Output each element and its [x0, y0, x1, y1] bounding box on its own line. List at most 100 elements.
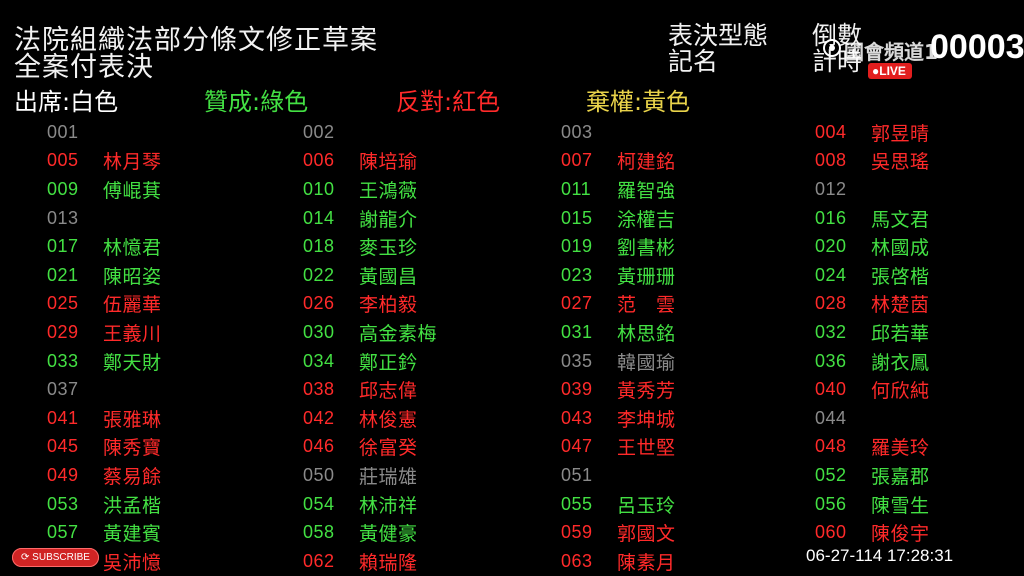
legislator-row: 006 陳培瑜 [303, 147, 553, 176]
seat-number: 003 [561, 121, 593, 142]
legislator-row: 029 王義川 [47, 318, 297, 347]
legislator-row: 021 陳昭姿 [47, 261, 297, 290]
legislator-name: 謝衣鳳 [871, 351, 930, 374]
legislator-name: 涂權吉 [617, 208, 676, 231]
seat-number: 021 [47, 264, 79, 285]
seat-number: 054 [303, 493, 335, 514]
legislator-row: 035 韓國瑜 [561, 347, 811, 376]
legislator-row: 017 林憶君 [47, 232, 297, 261]
legislator-row: 015 涂權吉 [561, 204, 811, 233]
seat-number: 035 [561, 350, 593, 371]
legislator-row: 057 黃建賓 [47, 518, 297, 547]
seat-number: 046 [303, 436, 335, 457]
legislator-row: 010 王鴻薇 [303, 175, 553, 204]
seat-number: 030 [303, 321, 335, 342]
legislator-row: 039 黃秀芳 [561, 375, 811, 404]
seat-number: 033 [47, 350, 79, 371]
legislator-row: 049 蔡易餘 [47, 461, 297, 490]
legislator-row: 038 邱志偉 [303, 375, 553, 404]
legend-present: 出席:白色 [14, 88, 119, 116]
legislator-name: 林楚茵 [871, 294, 930, 317]
legislator-row: 041 張雅琳 [47, 404, 297, 433]
subscribe-icon: ⟳ [21, 552, 33, 563]
seat-number: 026 [303, 293, 335, 314]
legislator-name: 羅智強 [617, 179, 676, 202]
seat-number: 022 [303, 264, 335, 285]
legislator-name: 陳素月 [617, 551, 676, 574]
seat-number: 018 [303, 236, 335, 257]
vote-column-1: 001 005 林月琴 009 傅崐萁 013 017 林憶君 021 陳昭姿 025 伍麗華 029 王… [47, 118, 297, 576]
legislator-name: 李坤城 [617, 408, 676, 431]
legend-no: 反對:紅色 [396, 88, 501, 116]
legislator-row: 048 羅美玲 [815, 433, 1024, 462]
legislator-name: 邱若華 [871, 322, 930, 345]
legislator-name: 呂玉玲 [617, 494, 676, 517]
legislator-name: 范 雲 [617, 294, 676, 317]
channel-logo-text: 國會頻道1 [844, 40, 938, 64]
legislator-name: 黃健豪 [359, 523, 418, 546]
legislator-name: 郭國文 [617, 523, 676, 546]
legislator-row: 053 洪孟楷 [47, 490, 297, 519]
seat-number: 048 [815, 436, 847, 457]
legislator-name: 高金素梅 [359, 322, 438, 345]
legend-abstain: 棄權:黃色 [586, 88, 691, 116]
legislator-row: 056 陳雪生 [815, 490, 1024, 519]
seat-number: 006 [303, 150, 335, 171]
legislator-name: 張雅琳 [103, 408, 162, 431]
vote-type-label: 表決型態 [668, 21, 769, 50]
legislator-row: 014 謝龍介 [303, 204, 553, 233]
legislator-name: 謝龍介 [359, 208, 418, 231]
legislator-name: 張啓楷 [871, 265, 930, 288]
legislator-name: 陳俊宇 [871, 523, 930, 546]
bill-title-line1: 法院組織法部分條文修正草案 [14, 25, 378, 56]
seat-number: 011 [561, 178, 592, 199]
legislator-row: 032 邱若華 [815, 318, 1024, 347]
seat-number: 002 [303, 121, 335, 142]
seat-number: 010 [303, 178, 335, 199]
seat-number: 059 [561, 522, 593, 543]
channel-logo: 國會頻道1 ●LIVE [822, 30, 964, 79]
legislator-name: 郭昱晴 [871, 122, 930, 145]
subscribe-button[interactable]: ⟳ SUBSCRIBE [12, 545, 99, 567]
legislator-name: 陳培瑜 [359, 151, 418, 174]
legislator-name: 何欣純 [871, 380, 930, 403]
legislator-row: 013 [47, 204, 297, 233]
seat-number: 063 [561, 550, 593, 571]
seat-number: 047 [561, 436, 593, 457]
legislator-row: 046 徐富癸 [303, 433, 553, 462]
legislator-name: 王世堅 [617, 437, 676, 460]
seat-number: 037 [47, 379, 79, 400]
legislator-row: 003 [561, 118, 811, 147]
legislator-row: 036 謝衣鳳 [815, 347, 1024, 376]
legislator-name: 林月琴 [103, 151, 162, 174]
seat-number: 009 [47, 178, 79, 199]
legislator-name: 林俊憲 [359, 408, 418, 431]
legislator-row: 020 林國成 [815, 232, 1024, 261]
legislator-name: 馬文君 [871, 208, 930, 231]
legislator-row: 016 馬文君 [815, 204, 1024, 233]
seat-number: 001 [47, 121, 79, 142]
seat-number: 039 [561, 379, 593, 400]
seat-number: 062 [303, 550, 335, 571]
legislator-row: 034 鄭正鈐 [303, 347, 553, 376]
live-badge: ●LIVE [868, 63, 912, 79]
legislator-name: 徐富癸 [359, 437, 418, 460]
legislator-row: 025 伍麗華 [47, 290, 297, 319]
legislator-row: 031 林思銘 [561, 318, 811, 347]
legislator-row: 044 [815, 404, 1024, 433]
legislator-name: 劉書彬 [617, 237, 676, 260]
seat-number: 051 [561, 464, 593, 485]
seat-number: 019 [561, 236, 593, 257]
legislator-row: 026 李柏毅 [303, 290, 553, 319]
seat-number: 020 [815, 236, 847, 257]
legislator-name: 韓國瑜 [617, 351, 676, 374]
legislator-name: 鄭正鈐 [359, 351, 418, 374]
seat-number: 053 [47, 493, 79, 514]
seat-number: 007 [561, 150, 593, 171]
vote-column-2: 002 006 陳培瑜 010 王鴻薇 014 謝龍介 018 麥玉珍 022 黃國昌 026 李柏毅 0… [303, 118, 553, 576]
legislator-row: 059 郭國文 [561, 518, 811, 547]
seat-number: 029 [47, 321, 79, 342]
seat-number: 005 [47, 150, 79, 171]
legislator-name: 陳昭姿 [103, 265, 162, 288]
legislator-row: 018 麥玉珍 [303, 232, 553, 261]
